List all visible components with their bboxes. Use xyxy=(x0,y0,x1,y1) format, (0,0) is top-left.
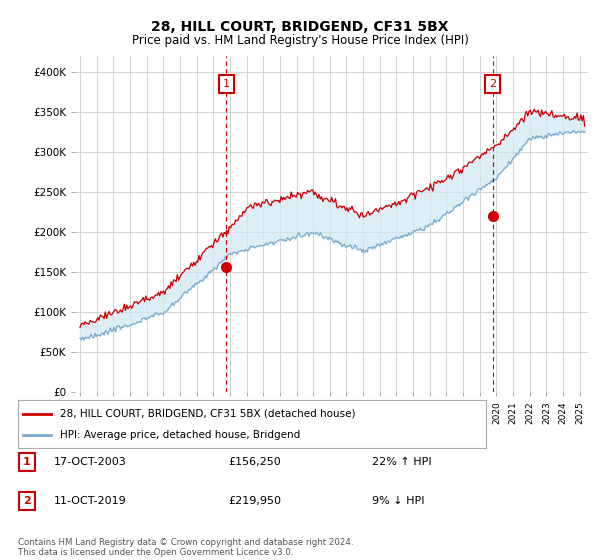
Text: 22% ↑ HPI: 22% ↑ HPI xyxy=(372,457,431,467)
Text: 28, HILL COURT, BRIDGEND, CF31 5BX: 28, HILL COURT, BRIDGEND, CF31 5BX xyxy=(151,20,449,34)
Text: 1: 1 xyxy=(23,457,31,467)
Text: 9% ↓ HPI: 9% ↓ HPI xyxy=(372,496,425,506)
Text: Price paid vs. HM Land Registry's House Price Index (HPI): Price paid vs. HM Land Registry's House … xyxy=(131,34,469,46)
Text: 2: 2 xyxy=(489,79,496,89)
Text: 17-OCT-2003: 17-OCT-2003 xyxy=(54,457,127,467)
Text: 11-OCT-2019: 11-OCT-2019 xyxy=(54,496,127,506)
Text: £219,950: £219,950 xyxy=(228,496,281,506)
Text: HPI: Average price, detached house, Bridgend: HPI: Average price, detached house, Brid… xyxy=(60,430,301,440)
Text: 1: 1 xyxy=(223,79,230,89)
Text: 28, HILL COURT, BRIDGEND, CF31 5BX (detached house): 28, HILL COURT, BRIDGEND, CF31 5BX (deta… xyxy=(60,409,356,419)
Text: 2: 2 xyxy=(23,496,31,506)
Text: £156,250: £156,250 xyxy=(228,457,281,467)
Text: Contains HM Land Registry data © Crown copyright and database right 2024.
This d: Contains HM Land Registry data © Crown c… xyxy=(18,538,353,557)
